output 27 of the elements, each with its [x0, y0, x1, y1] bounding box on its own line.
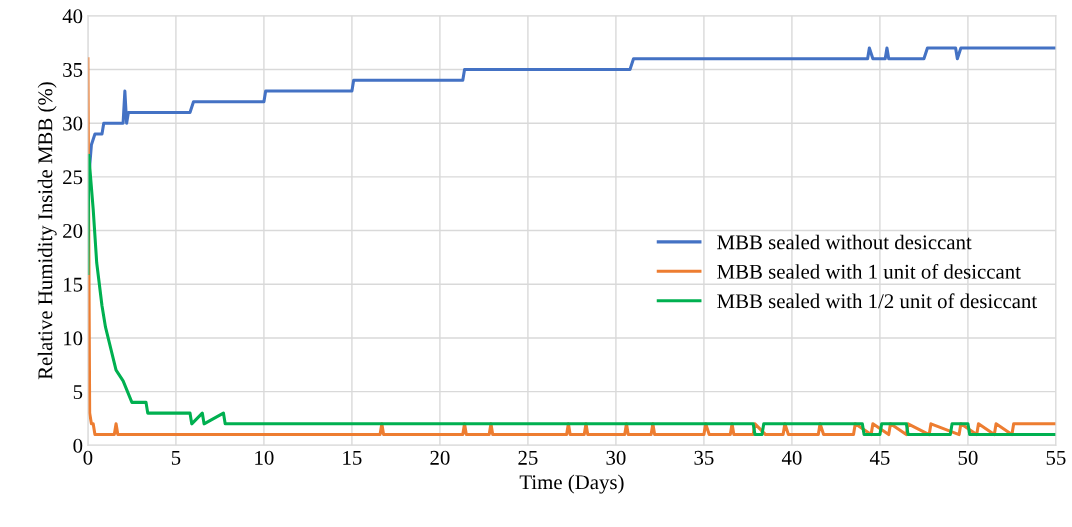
x-tick-label: 45: [869, 450, 890, 465]
legend-label: MBB sealed with 1 unit of desiccant: [717, 263, 1021, 279]
x-tick-label: 5: [171, 450, 181, 465]
x-tick-label: 15: [343, 450, 362, 465]
y-tick-label: 40: [62, 9, 83, 24]
y-tick-label: 25: [63, 170, 83, 185]
x-tick-label: 30: [606, 450, 626, 465]
x-axis-title: Time (Days): [519, 474, 624, 494]
line-series: [87, 153, 1056, 437]
y-axis-title: Relative Humidity Inside MBB (%): [37, 82, 57, 380]
y-tick-label: 20: [63, 223, 83, 238]
y-tick-label: 35: [63, 62, 83, 77]
y-tick-label: 5: [73, 385, 83, 400]
y-tick-label: 15: [64, 277, 83, 292]
legend-label: MBB sealed with 1/2 unit of desiccant: [717, 293, 1038, 309]
y-tick-label: 10: [64, 331, 83, 346]
x-tick-label: 55: [1046, 450, 1066, 465]
x-tick-label: 25: [518, 450, 538, 465]
x-tick-label: 50: [958, 450, 978, 465]
legend-label: MBB sealed without desiccant: [717, 234, 972, 250]
x-tick-label: 40: [781, 450, 802, 465]
x-tick-label: 0: [83, 450, 93, 465]
x-tick-label: 10: [255, 450, 274, 465]
y-tick-label: 30: [63, 116, 83, 131]
y-tick-label: 0: [73, 438, 83, 453]
x-tick-label: 35: [694, 450, 714, 465]
x-tick-label: 20: [430, 450, 450, 465]
